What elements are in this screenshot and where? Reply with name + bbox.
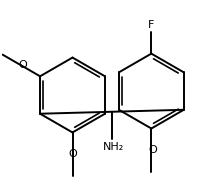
Text: F: F bbox=[148, 20, 155, 30]
Text: O: O bbox=[148, 145, 157, 155]
Text: NH₂: NH₂ bbox=[103, 142, 125, 152]
Text: O: O bbox=[68, 149, 77, 159]
Text: O: O bbox=[18, 60, 27, 70]
